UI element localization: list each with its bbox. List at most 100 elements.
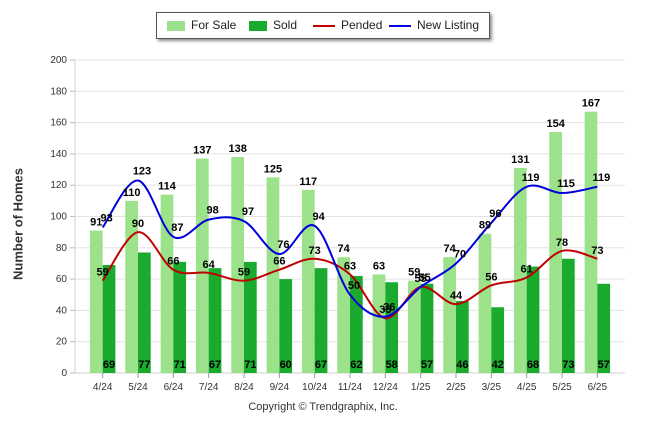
x-tick-label: 10/24 (302, 382, 327, 393)
data-label-for-sale: 59 (408, 267, 420, 279)
legend-swatch-pended (313, 24, 335, 27)
data-label-pended: 78 (556, 237, 568, 249)
bar-for-sale (337, 257, 350, 373)
data-label-for-sale: 91 (90, 217, 102, 229)
data-label-for-sale: 74 (338, 243, 351, 255)
data-label-new-listing: 50 (348, 280, 360, 292)
data-label-pended: 73 (591, 245, 603, 257)
bar-sold (385, 282, 399, 373)
data-label-pended: 56 (485, 271, 497, 283)
x-tick-label: 6/25 (588, 382, 608, 393)
data-label-sold: 68 (527, 359, 539, 371)
data-label-sold: 58 (386, 359, 398, 371)
data-label-pended: 66 (273, 256, 285, 268)
data-label-new-listing: 115 (557, 178, 575, 190)
data-label-for-sale: 74 (444, 243, 457, 255)
data-label-new-listing: 36 (383, 302, 395, 314)
data-label-for-sale: 89 (479, 220, 491, 232)
y-tick-label: 40 (56, 305, 68, 316)
data-label-sold: 71 (174, 359, 186, 371)
bar-sold (420, 283, 434, 373)
legend-item-sold: Sold (249, 18, 297, 34)
data-label-new-listing: 70 (454, 248, 466, 260)
line-new-listing (101, 179, 598, 318)
data-label-for-sale: 114 (158, 181, 177, 193)
bar-for-sale (513, 167, 527, 373)
y-tick-label: 120 (50, 180, 67, 191)
bar-for-sale (266, 177, 280, 373)
data-label-new-listing: 123 (133, 166, 151, 178)
data-label-sold: 62 (350, 359, 362, 371)
data-label-pended: 55 (415, 273, 427, 285)
data-label-for-sale: 167 (582, 98, 600, 110)
data-label-sold: 46 (456, 359, 468, 371)
data-label-for-sale: 138 (228, 143, 246, 155)
data-label-sold: 57 (421, 359, 433, 371)
bar-sold (314, 268, 328, 373)
legend-label-sold: Sold (273, 18, 298, 32)
bar-for-sale (125, 200, 138, 373)
data-label-pended: 35 (379, 304, 391, 316)
x-tick-label: 5/25 (552, 382, 572, 393)
data-label-for-sale: 117 (299, 176, 317, 188)
x-tick-label: 7/24 (199, 382, 219, 393)
data-label-sold: 60 (280, 359, 292, 371)
bar-sold (138, 252, 151, 373)
bar-for-sale (407, 280, 421, 373)
data-label-for-sale: 137 (193, 145, 211, 157)
data-label-sold: 71 (244, 359, 256, 371)
x-tick-label: 3/25 (482, 382, 502, 393)
legend-swatch-sold (249, 20, 267, 31)
x-tick-label: 11/24 (338, 382, 363, 393)
bar-sold (279, 279, 293, 373)
bar-for-sale (195, 158, 209, 373)
data-label-new-listing: 76 (277, 239, 289, 251)
data-label-pended: 66 (167, 256, 179, 268)
y-tick-label: 140 (50, 149, 67, 160)
x-tick-label: 4/25 (517, 382, 537, 393)
data-label-pended: 73 (309, 245, 321, 257)
y-tick-label: 0 (61, 368, 67, 379)
data-label-pended: 61 (521, 264, 533, 276)
x-tick-label: 12/24 (373, 382, 398, 393)
bar-sold (173, 261, 187, 373)
y-tick-label: 200 (50, 55, 67, 66)
data-label-new-listing: 98 (207, 205, 219, 217)
data-label-new-listing: 93 (101, 212, 113, 224)
data-label-for-sale: 63 (373, 260, 385, 272)
bar-for-sale (89, 230, 103, 373)
legend-swatch-for-sale (167, 20, 185, 31)
data-label-sold: 42 (492, 359, 504, 371)
data-label-new-listing: 119 (522, 172, 540, 184)
x-tick-label: 2/25 (446, 382, 466, 393)
bar-sold (102, 265, 116, 373)
copyright-text: Copyright © Trendgraphix, Inc. (248, 401, 398, 413)
x-tick-label: 1/25 (411, 382, 431, 393)
bar-for-sale (231, 157, 244, 373)
data-label-new-listing: 87 (171, 222, 183, 234)
data-label-new-listing: 97 (242, 206, 254, 218)
bar-sold (350, 275, 363, 373)
data-label-new-listing: 94 (313, 211, 326, 223)
data-label-sold: 67 (209, 359, 221, 371)
data-label-sold: 57 (598, 359, 610, 371)
legend-label-new-listing: New Listing (417, 18, 480, 32)
legend-item-pended: Pended (313, 18, 382, 34)
y-axis-label: Number of Homes (10, 168, 26, 280)
data-label-pended: 44 (450, 290, 463, 302)
data-label-sold: 73 (562, 359, 574, 371)
bar-sold (526, 266, 540, 373)
data-label-for-sale: 125 (264, 163, 282, 175)
legend-label-pended: Pended (341, 18, 383, 32)
bar-sold (456, 301, 469, 373)
data-label-pended: 59 (238, 267, 250, 279)
legend-item-for-sale: For Sale (167, 18, 236, 34)
data-label-new-listing: 119 (592, 172, 610, 184)
bar-sold (244, 261, 257, 373)
data-label-pended: 59 (97, 267, 109, 279)
bar-for-sale (478, 233, 492, 373)
data-label-sold: 69 (103, 359, 115, 371)
data-label-new-listing: 55 (419, 272, 431, 284)
x-tick-label: 9/24 (270, 382, 290, 393)
